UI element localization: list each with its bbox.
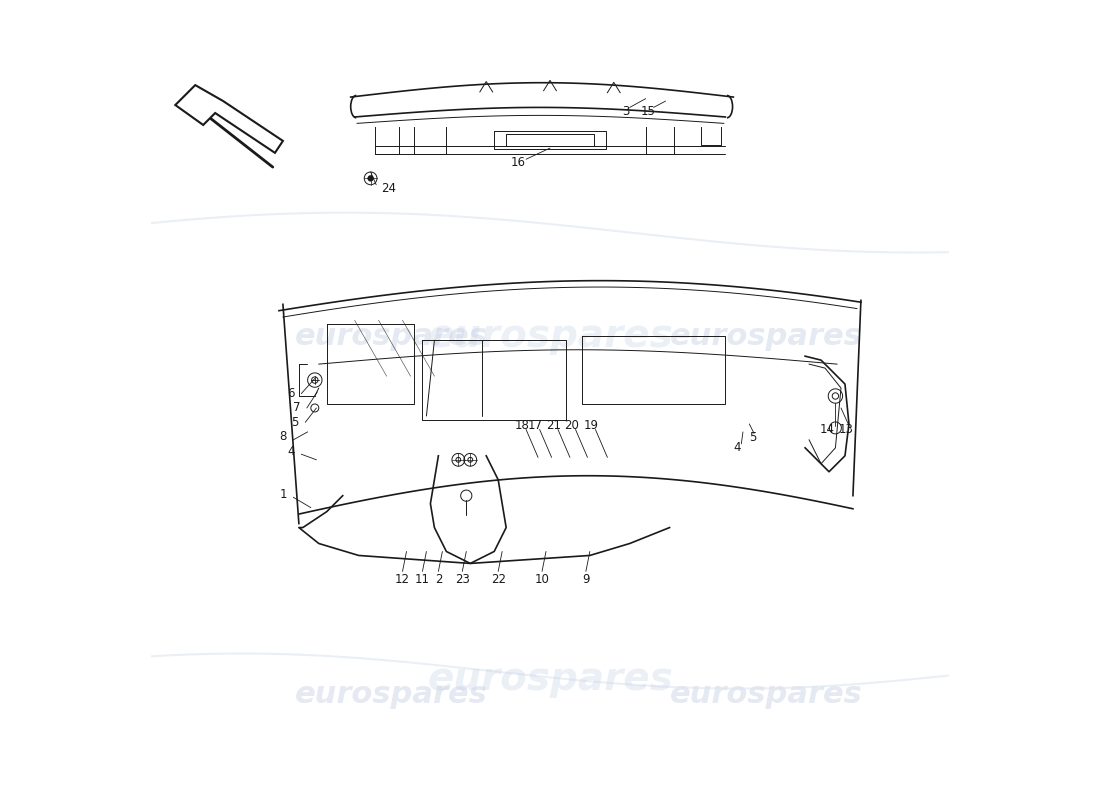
Text: 15: 15 [640,105,656,118]
Text: 2: 2 [434,573,442,586]
Text: 5: 5 [749,431,757,444]
Text: 21: 21 [547,419,561,432]
Circle shape [367,175,374,182]
Text: 3: 3 [621,105,629,118]
Text: eurospares: eurospares [670,322,862,350]
Text: eurospares: eurospares [670,681,862,710]
Text: 18: 18 [515,419,529,432]
Text: 8: 8 [279,430,287,443]
Text: 5: 5 [292,416,298,429]
Text: 4: 4 [734,442,741,454]
Text: eurospares: eurospares [427,660,673,698]
Text: 16: 16 [510,156,526,169]
Text: 6: 6 [287,387,295,400]
Text: 20: 20 [564,419,579,432]
Text: eurospares: eurospares [427,318,673,355]
Text: 1: 1 [279,487,287,501]
Text: 12: 12 [395,573,410,586]
Text: 17: 17 [528,419,543,432]
Text: 11: 11 [415,573,430,586]
Text: eurospares: eurospares [295,681,487,710]
Text: 10: 10 [535,573,550,586]
Text: 24: 24 [381,182,396,195]
Text: 22: 22 [491,573,506,586]
Text: 7: 7 [293,402,300,414]
Text: eurospares: eurospares [295,322,487,350]
Text: 14: 14 [820,423,835,436]
Text: 13: 13 [839,423,854,436]
Text: 19: 19 [584,419,600,432]
Text: 23: 23 [455,573,470,586]
Text: 4: 4 [287,446,295,458]
Polygon shape [175,85,283,153]
Text: 9: 9 [582,573,590,586]
